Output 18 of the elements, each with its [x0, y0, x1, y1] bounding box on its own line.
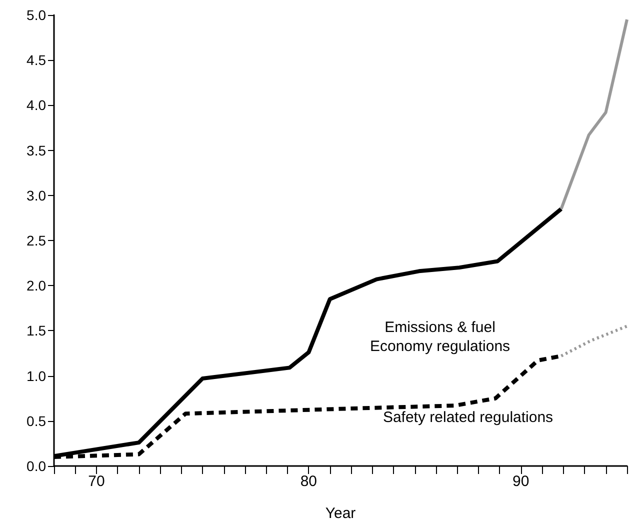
x-axis-title: Year — [325, 505, 356, 522]
y-tick-label: 3.0 — [26, 187, 46, 204]
y-tick-label: 1.5 — [26, 322, 46, 339]
line-series — [560, 18, 628, 210]
x-tick-label: 80 — [300, 473, 318, 490]
y-tick-label: 5.0 — [26, 7, 46, 23]
x-tick-label: 90 — [512, 473, 530, 490]
annotation: Emissions & fuel Economy regulations — [370, 319, 510, 355]
y-tick-label: 4.0 — [26, 97, 46, 114]
y-tick-label: 1.0 — [26, 368, 46, 384]
y-tick-label: 3.5 — [26, 142, 46, 158]
annotation: Safety related regulations — [382, 409, 554, 426]
y-tick-label: 2.5 — [26, 232, 46, 248]
y-tick-label: 2.0 — [26, 278, 46, 294]
x-tick-label: 70 — [88, 473, 105, 490]
y-tick-label: 4.5 — [26, 52, 46, 68]
y-tick-label: 0.0 — [26, 458, 46, 474]
y-tick-label: 0.5 — [26, 412, 46, 429]
